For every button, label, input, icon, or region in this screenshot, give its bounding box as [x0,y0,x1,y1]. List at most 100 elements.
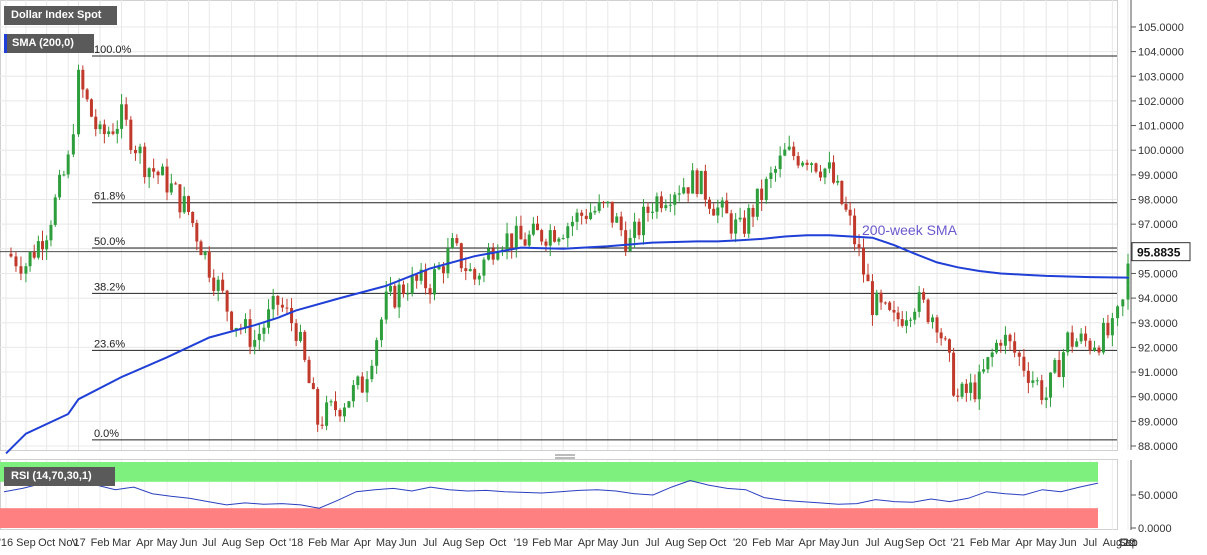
candle-body [892,309,896,313]
candle-body [703,170,707,200]
candle-body [393,285,397,308]
candle-body [510,233,514,250]
candle-body [939,332,943,339]
candle-body [999,342,1003,346]
sma-annotation-label: 200-week SMA [862,222,958,238]
candle-body [473,269,477,280]
time-tick-label: Feb [308,537,327,549]
time-tick-label: Jul [1083,537,1097,549]
candle-body [360,376,364,393]
candle-body [1070,332,1074,347]
candle-body [527,234,531,246]
time-tick-label: Jul [202,537,216,549]
candle-body [818,171,822,178]
candle-body [257,333,261,341]
time-tick-label: Aug [222,537,242,549]
candle-body [686,187,690,194]
candle-body [280,304,284,308]
candle-body [823,168,827,178]
candle-body [796,156,800,166]
candle-body [553,230,557,242]
candle-body [401,284,405,294]
candle-body [120,104,124,129]
price-tick-label: 102.0000 [1138,96,1184,108]
candle-body [379,319,383,341]
candle-body [351,385,355,402]
candle-body [212,277,216,291]
candle-body [633,221,637,238]
candle-body [81,69,85,90]
time-tick-label: Sep [687,537,707,549]
time-tick-label: Apr [799,537,816,549]
candle-body [1084,333,1088,341]
candle-body [514,225,518,250]
candle-body [566,226,570,239]
candle-body [459,243,463,269]
candle-body [814,163,818,172]
candle-body [664,205,668,209]
candle-body [98,124,102,130]
candle-body [580,212,584,216]
candle-body [875,292,879,315]
candle-body [253,340,257,347]
time-tick-label: May [1036,537,1057,549]
candle-body [602,202,606,204]
time-tick-label: Mar [554,537,573,549]
candle-body [482,259,486,276]
candle-body [540,230,544,242]
candle-body [801,162,805,166]
candle-body [325,402,329,426]
time-tick-label: Aug [884,537,904,549]
sma-indicator-label[interactable]: SMA (200,0) [4,34,94,53]
candle-body [738,217,742,220]
candle-body [729,213,733,234]
time-tick-label: Nov [58,537,78,549]
candle-body [1044,397,1048,400]
candle-body [606,201,610,204]
candle-body [1079,333,1083,342]
candle-body [519,225,523,240]
time-tick-label: Mar [112,537,131,549]
candle-body [1053,359,1057,373]
candle-body [827,162,831,169]
candle-body [1035,380,1039,382]
candle-body [53,197,57,225]
rsi-tick-label: 50.0000 [1138,490,1178,502]
candle-body [1088,340,1092,351]
candle-body [1097,347,1101,353]
price-tick-label: 92.0000 [1138,342,1178,354]
candle-body [375,340,379,366]
rsi-line [3,477,1099,509]
candle-body [926,299,930,323]
candle-body [437,266,441,270]
price-candles [9,64,1130,432]
candle-body [1126,275,1130,286]
candle-body [1057,359,1061,378]
rsi-oversold-zone [0,508,1098,528]
candle-body [62,174,66,176]
candle-body [370,365,374,380]
time-tick-label: Aug [443,537,463,549]
fib-label: 50.0% [94,236,125,248]
candle-body [659,196,663,209]
time-axis[interactable]: '16 Sep Oct Nov'17 Feb Mar Apr May Jun Jul Aug Sep O… [0,537,1138,549]
price-tick-label: 101.0000 [1138,121,1184,133]
candle-body [107,131,111,135]
time-tick-label: May [597,537,618,549]
candle-body [505,233,509,250]
candle-body [575,212,579,222]
candle-body [561,238,565,240]
rsi-indicator-label[interactable]: RSI (14,70,30,1) [4,467,115,486]
time-tick-label: Jul [645,537,659,549]
candle-body [1106,322,1110,336]
candle-body [94,116,98,130]
candle-body [725,200,729,214]
candle-body [36,241,40,258]
candle-body [557,238,561,242]
candle-body [24,266,28,274]
candle-body [783,149,787,156]
candle-body [922,292,926,300]
candle-body [271,295,275,310]
candle-body [544,241,548,246]
candle-body [298,331,302,341]
